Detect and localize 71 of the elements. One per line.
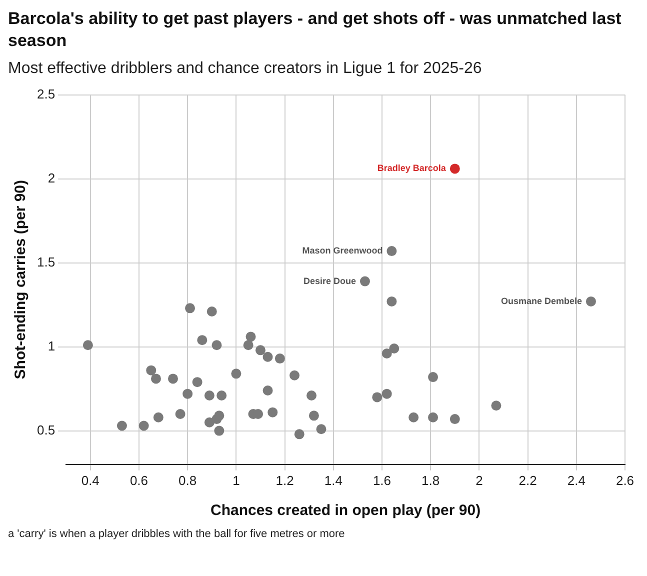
x-tick-label: 1 [232, 472, 240, 488]
point [150, 374, 161, 384]
y-tick-label: 2.5 [36, 86, 56, 102]
y-tick-label: 0.5 [36, 422, 56, 438]
chart-title: Barcola's ability to get past players - and get shots off - was unmatched last season [8, 8, 622, 52]
point [290, 370, 300, 380]
point [382, 348, 392, 359]
x-tick-label: 1.4 [324, 472, 342, 488]
y-tick-label: 2 [48, 170, 56, 186]
point [268, 407, 278, 418]
point [372, 392, 382, 402]
point [116, 420, 127, 431]
point [274, 354, 285, 364]
point [197, 335, 208, 346]
x-tick-label: 1.6 [372, 472, 392, 488]
x-tick-label: 2.6 [616, 472, 634, 488]
point [450, 164, 460, 174]
point [586, 296, 596, 306]
point [231, 368, 242, 379]
point [262, 385, 273, 396]
point [389, 343, 400, 354]
point [212, 340, 222, 350]
point [206, 306, 217, 317]
point [428, 372, 438, 382]
point [185, 303, 196, 314]
point [204, 390, 214, 401]
x-tick-label: 1.8 [422, 472, 440, 488]
point [262, 352, 273, 362]
point [255, 345, 266, 356]
text: a 'carry' is when a player dribbles with the ball for five metres or more [8, 528, 346, 540]
y-axis-title: Shot-ending carries (per 90) [12, 180, 30, 380]
x-tick-label: 2.2 [518, 472, 537, 488]
point [82, 340, 93, 350]
annotation: Bradley Barcola [377, 163, 447, 174]
point [243, 340, 254, 350]
x-tick-label: 2 [476, 472, 483, 488]
annotation: Ousmane Dembele [500, 296, 582, 306]
point [153, 412, 164, 422]
point [382, 388, 392, 399]
point [168, 374, 178, 384]
x-tick-label: 0.8 [178, 472, 197, 488]
point [306, 390, 317, 401]
point [146, 365, 156, 376]
annotation: Mason Greenwood [302, 246, 383, 256]
y-tick-label: 1.5 [36, 254, 56, 270]
point [138, 420, 149, 431]
point [386, 296, 397, 306]
point [386, 246, 397, 256]
point [308, 410, 319, 421]
x-tick-label: 0.4 [81, 472, 100, 488]
point [175, 409, 186, 419]
x-tick-label: 1.2 [276, 472, 294, 488]
point [428, 412, 438, 422]
point [360, 276, 370, 286]
point [246, 332, 256, 342]
point [182, 388, 193, 399]
point [316, 424, 326, 434]
point [491, 400, 502, 411]
annotation: Desire Doue [303, 276, 356, 286]
point [192, 377, 202, 388]
point [214, 426, 224, 436]
chart-subtitle: Most effective dribblers and chance creators in Ligue 1 for 2025-26 [8, 60, 483, 78]
x-axis-title: Chances created in open play (per 90) [210, 502, 481, 520]
point [450, 414, 460, 424]
x-tick-label: 2.4 [567, 472, 586, 488]
point [216, 390, 227, 401]
point [214, 410, 224, 421]
point [408, 412, 419, 422]
x-tick-label: 0.6 [130, 472, 148, 488]
point [294, 429, 304, 440]
y-tick-label: 1 [48, 338, 56, 354]
